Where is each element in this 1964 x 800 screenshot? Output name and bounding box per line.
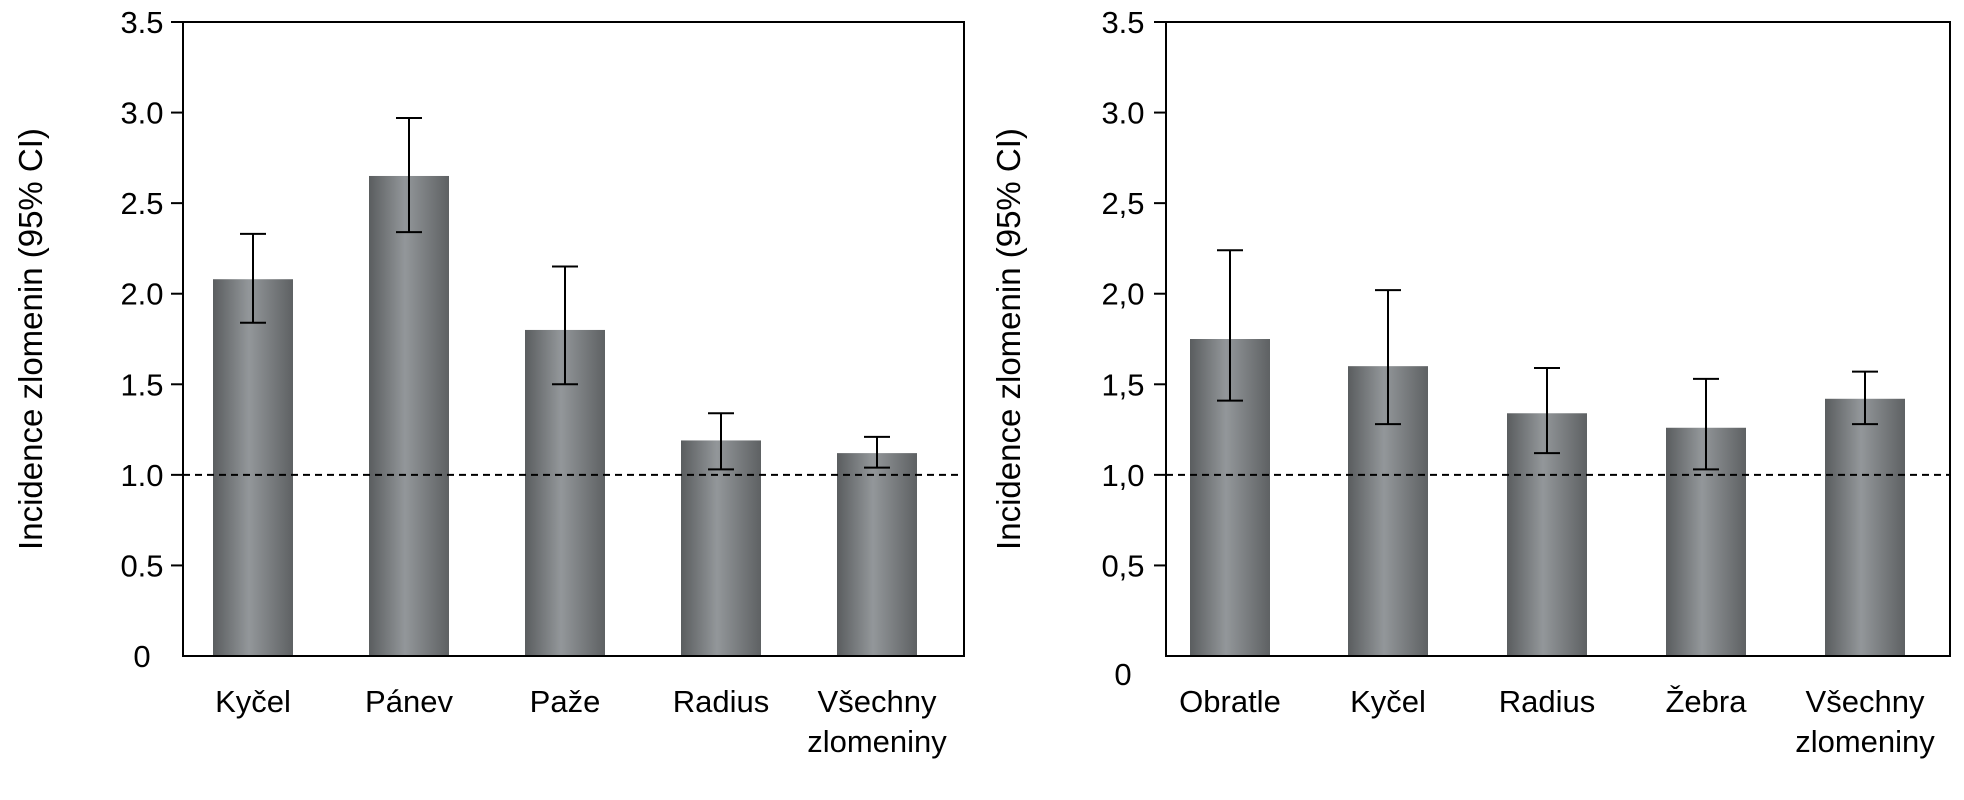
- category-label: Žebra: [1666, 684, 1748, 719]
- category-label-line: Všechny: [1806, 684, 1925, 719]
- y-tick-label: 2,0: [1101, 277, 1144, 312]
- error-bar: [864, 435, 890, 469]
- error-bar: [240, 232, 266, 324]
- error-bar: [708, 412, 734, 471]
- y-tick-label: 3.5: [120, 5, 163, 40]
- bar: [1825, 398, 1905, 656]
- y-axis-label: Incidence zlomenin (95% CI): [12, 128, 49, 550]
- y-tick-label: 0.5: [120, 548, 163, 583]
- category-label: Všechny zlomeniny: [807, 684, 947, 759]
- category-label-line: Radius: [1499, 684, 1596, 719]
- y-tick-label: 2,5: [1101, 186, 1144, 221]
- category-label-line: Pánev: [365, 684, 453, 719]
- y-tick-label: 0: [1114, 657, 1131, 692]
- category-label: Kyčel: [215, 684, 291, 719]
- error-bar: [396, 117, 422, 234]
- y-axis-label: Incidence zlomenin (95% CI): [990, 128, 1027, 550]
- category-label-line: Žebra: [1666, 684, 1748, 719]
- error-bar: [1852, 370, 1878, 426]
- y-tick-label: 2.5: [120, 186, 163, 221]
- y-tick-label: 1.0: [120, 458, 163, 493]
- category-label: Pánev: [365, 684, 453, 719]
- y-tick-label: 0,5: [1101, 548, 1144, 583]
- category-label: Všechny zlomeniny: [1795, 684, 1935, 759]
- category-label-line: zlomeniny: [1795, 724, 1935, 759]
- bar: [837, 453, 917, 656]
- bar: [369, 175, 449, 656]
- category-label-line: Obratle: [1179, 684, 1281, 719]
- y-tick-label: 3.0: [1101, 96, 1144, 131]
- category-label: Radius: [673, 684, 770, 719]
- category-label: Radius: [1499, 684, 1596, 719]
- category-label-line: Kyčel: [215, 684, 291, 719]
- category-label-line: Všechny: [818, 684, 937, 719]
- y-tick-label: 3.5: [1101, 5, 1144, 40]
- plot-frame: [1165, 21, 1951, 657]
- category-label-line: Radius: [673, 684, 770, 719]
- y-tick-label: 3.0: [120, 96, 163, 131]
- bar: [681, 440, 761, 656]
- error-bar: [1217, 249, 1243, 402]
- plot-frame: [182, 21, 965, 657]
- chart-1: 0 0.5 1.0 1.5 2.0 2.5 3.0 3.5 Incidence zlomenin…: [12, 5, 965, 759]
- category-label-line: Paže: [530, 684, 601, 719]
- y-tick-label: 1.5: [120, 367, 163, 402]
- y-tick-label: 2.0: [120, 277, 163, 312]
- y-tick-label: 1,0: [1101, 458, 1144, 493]
- y-tick-label: 0: [133, 639, 150, 674]
- error-bar: [552, 265, 578, 386]
- category-label: Obratle: [1179, 684, 1281, 719]
- chart-2: 0 0,5 1,0 1,5 2,0 2,5 3.0 3.5 Incidence zlomenin…: [990, 5, 1951, 759]
- y-tick-label: 1,5: [1101, 367, 1144, 402]
- category-label-line: Kyčel: [1350, 684, 1426, 719]
- error-bar: [1693, 377, 1719, 471]
- bar: [213, 279, 293, 656]
- category-label-line: zlomeniny: [807, 724, 947, 759]
- category-label: Paže: [530, 684, 601, 719]
- category-label: Kyčel: [1350, 684, 1426, 719]
- error-bar: [1375, 289, 1401, 426]
- error-bar: [1534, 366, 1560, 455]
